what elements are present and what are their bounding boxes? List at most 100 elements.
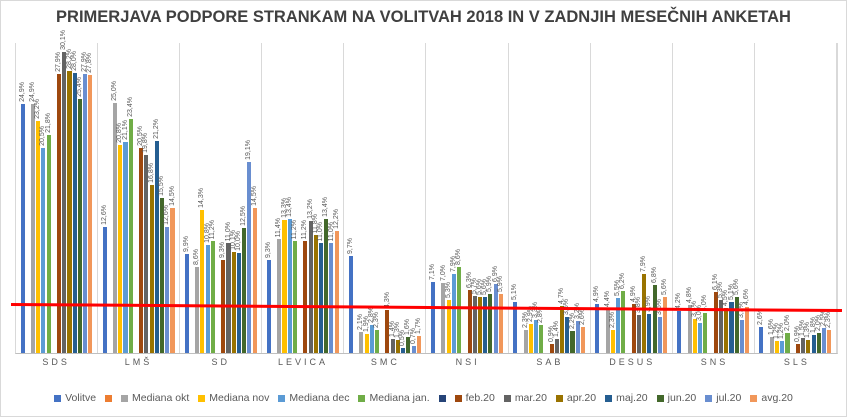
bar-slot: 12,5%: [240, 43, 247, 353]
bar-slot: 28,2%: [66, 43, 73, 353]
legend-label: feb.20: [465, 392, 495, 404]
legend-item-Mediana jan.: Mediana jan.: [358, 392, 430, 404]
category-cluster-LMŠ: 12,6% 25,0% 20,8% 21,1% 23,4% 20,5% 19,8% 16,8%…: [98, 43, 181, 353]
bar-avg.20-LEVICA: [334, 231, 339, 353]
bar-jun.20-SMC: [406, 337, 411, 353]
bar-slot: 14,5%: [169, 43, 176, 353]
bar-slot: 11,0%: [328, 43, 335, 353]
bar-slot: 19,1%: [245, 43, 253, 353]
bar-slot: 1,4%: [389, 43, 396, 353]
bar-slot: 2,0%: [815, 43, 822, 353]
bar-label: 28,0%: [70, 51, 78, 71]
bar-label: 19,1%: [245, 140, 253, 160]
bar-jul.20-SLS: [821, 328, 827, 353]
bar-slot: 1,7%: [415, 43, 422, 353]
bar-label: 6,8%: [650, 267, 658, 283]
bar-label: 5,3%: [444, 282, 452, 298]
bar-Mediana jan.-DESUS: [621, 291, 626, 353]
bar-Mediana nov-LEVICA: [282, 220, 287, 353]
bar-slot: 10,0%: [235, 43, 242, 353]
bar-slot: 6,8%: [650, 43, 658, 353]
bar-label: 7,1%: [429, 264, 437, 280]
legend-swatch: [705, 394, 713, 402]
bar-label: 2,3%: [825, 312, 833, 328]
bar-slot: 8,6%: [455, 43, 462, 353]
bar-slot: 20,8%: [116, 43, 123, 353]
bar-slot: 12,2%: [333, 43, 340, 353]
bar-Volitve-LMŠ: [102, 227, 107, 353]
bar-slot: 2,8%: [368, 43, 375, 353]
bar-label: 4,4%: [603, 291, 611, 307]
legend-item-maj.20: maj.20: [605, 392, 648, 404]
bar-Mediana okt-SLS: [769, 337, 774, 353]
bar-Volitve-SAB: [513, 302, 518, 353]
bar-avg.20-SAB: [580, 327, 585, 353]
bar-slot: 5,3%: [444, 43, 452, 353]
bar-apr.20-SDS: [67, 71, 72, 353]
bar-label: 25,4%: [76, 77, 84, 97]
bar-slot: 3,6%: [563, 43, 570, 353]
bar-label: 9,3%: [264, 242, 272, 258]
bar-slot: 25,4%: [76, 43, 84, 353]
legend-item-Mediana okt: Mediana okt: [121, 392, 189, 404]
bar-avg.20-SLS: [827, 330, 832, 353]
bar-jul.20-NSI: [493, 284, 498, 353]
bar-label: 13,4%: [322, 197, 330, 217]
bar-slot: 11,0%: [225, 43, 232, 353]
bar-slot: 2,6%: [579, 43, 586, 353]
legend-label: jun.20: [667, 392, 697, 404]
bar-slot: 4,7%: [558, 43, 565, 353]
bar-Mediana dec-SDS: [41, 148, 46, 353]
bar-slot: 27,8%: [86, 43, 93, 353]
bar-slot: 20,5%: [137, 43, 144, 353]
legend-swatch: [54, 394, 62, 402]
bar-apr.20-LEVICA: [313, 235, 318, 353]
bar-slot: 20,5%: [39, 43, 46, 353]
bar-Mediana okt-SD: [195, 267, 200, 353]
bar-slot: 1,4%: [552, 43, 560, 353]
bar-slot: 5,1%: [511, 43, 518, 353]
bar-jun.20-LMŠ: [160, 198, 165, 353]
bar-label: 1,4%: [552, 321, 560, 337]
bar-mar.20-NSI: [472, 296, 477, 353]
category-cluster-SNS: 4,2%4,8%3,4%3,0%4,0% 6,1%5,3%4,5%5,1%5,6%…: [673, 43, 755, 353]
bar-slot: 1,5%: [799, 43, 806, 353]
bar-slot: 3,6%: [656, 43, 663, 353]
bar-slot: 21,8%: [45, 43, 52, 353]
bar-avg.20-SDS: [88, 75, 93, 353]
bar-avg.20-DESUS: [663, 297, 668, 353]
bar-maj.20-SD: [236, 253, 241, 353]
category-cluster-SAB: 5,1%2,3%2,9%3,3%2,8% 0,9%1,4%4,7%3,6%2,2%…: [509, 43, 591, 353]
bar-Mediana okt-SDS: [30, 104, 36, 353]
bar-mar.20-LEVICA: [308, 221, 313, 353]
bar-label: 14,3%: [198, 188, 206, 208]
bar-slot: 4,2%: [675, 43, 682, 353]
bar-maj.20-LEVICA: [318, 243, 324, 353]
bar-slot: 6,3%: [466, 43, 473, 353]
bar-slot: 5,6%: [481, 43, 488, 353]
bar-slot: 11,0%: [317, 43, 324, 353]
bar-slot: 7,0%: [440, 43, 447, 353]
bar-slot: 15,5%: [158, 43, 165, 353]
bar-avg.20-SNS: [745, 307, 750, 353]
legend-swatch: [121, 394, 129, 402]
bar-slot: 4,9%: [630, 43, 637, 353]
bar-mar.20-SMC: [390, 339, 395, 353]
bar-mar.20-SNS: [719, 300, 724, 353]
bar-feb.20-SDS: [57, 74, 62, 353]
bar-jul.20-SDS: [83, 74, 88, 353]
bar-Mediana nov-SMC: [364, 334, 369, 353]
bar-slot: 11,2%: [291, 43, 298, 353]
bar-Mediana okt-SNS: [687, 305, 692, 353]
legend-swatch: [605, 394, 613, 402]
bar-slot: 12,6%: [101, 43, 108, 353]
bar-feb.20-DESUS: [631, 304, 636, 353]
category-label-SAB: SAB: [536, 357, 564, 367]
bar-Mediana dec-SMC: [369, 325, 374, 353]
bar-maj.20-LMŠ: [154, 141, 159, 353]
bar-slot: 2,3%: [825, 43, 833, 353]
bar-feb.20-SNS: [713, 292, 718, 353]
legend-swatch: [105, 394, 113, 402]
bar-label: 5,6%: [732, 279, 740, 295]
